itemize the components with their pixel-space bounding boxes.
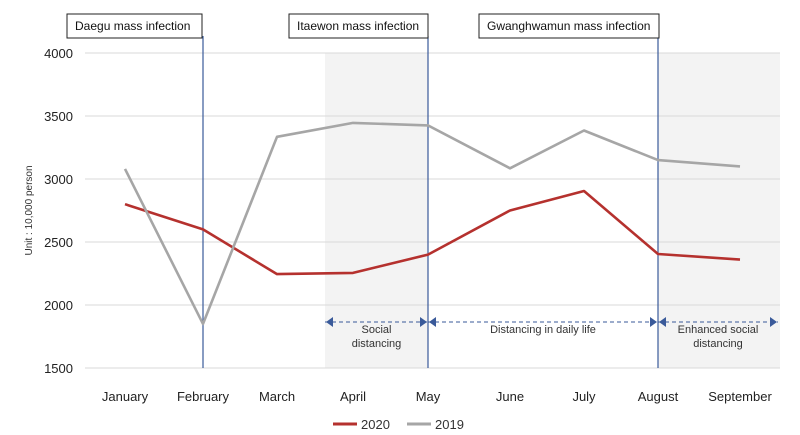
y-tick-label: 1500 — [44, 361, 73, 376]
x-tick-label: June — [496, 389, 524, 404]
y-axis-label: Unit : 10,000 person — [24, 165, 35, 255]
event-lines — [202, 36, 659, 368]
y-tick-label: 2000 — [44, 298, 73, 313]
phase-shading — [325, 53, 780, 368]
phase-arrowhead — [420, 317, 427, 327]
event-box — [66, 13, 203, 39]
event-boxes: Daegu mass infection Itaewon mass infecti… — [66, 13, 660, 39]
y-tick-label: 3500 — [44, 109, 73, 124]
phase-shade — [658, 53, 780, 368]
phase-label: Social — [362, 324, 392, 336]
legend: 2020 2019 — [333, 417, 464, 432]
gridlines — [85, 52, 780, 369]
x-tick-label: August — [638, 389, 679, 404]
x-tick-label: January — [102, 389, 149, 404]
y-tick-label: 2500 — [44, 235, 73, 250]
phase-shade — [325, 53, 428, 368]
phase-label: Distancing in daily life — [490, 324, 596, 336]
x-tick-label: May — [416, 389, 441, 404]
legend-label: 2020 — [361, 417, 390, 432]
phase-arrowhead — [326, 317, 333, 327]
y-tick-label: 3000 — [44, 172, 73, 187]
phase-arrowhead — [659, 317, 666, 327]
event-box — [478, 13, 660, 39]
phase-label: Enhanced social — [678, 324, 759, 336]
y-axis-ticks: 1500 2000 2500 3000 3500 4000 — [44, 46, 73, 376]
phase-arrowhead — [770, 317, 777, 327]
x-tick-label: April — [340, 389, 366, 404]
series-line-2020 — [124, 189, 741, 276]
series-lines — [123, 121, 741, 326]
series-line-2019 — [123, 121, 741, 326]
x-tick-label: March — [259, 389, 295, 404]
event-label: Itaewon mass infection — [297, 19, 419, 33]
x-axis-ticks: January February March April May June July Augu… — [102, 389, 773, 404]
x-tick-label: September — [708, 389, 772, 404]
y-tick-label: 4000 — [44, 46, 73, 61]
event-label: Daegu mass infection — [75, 19, 190, 33]
phase-arrowhead — [650, 317, 657, 327]
x-tick-label: February — [177, 389, 230, 404]
x-tick-label: July — [572, 389, 596, 404]
phase-arrows: Social distancing Distancing in daily life… — [325, 317, 778, 350]
event-label: Gwanghwamun mass infection — [487, 19, 650, 33]
legend-label: 2019 — [435, 417, 464, 432]
phase-label: distancing — [693, 338, 743, 350]
phase-label: distancing — [352, 338, 402, 350]
event-box — [288, 13, 429, 39]
phase-arrowhead — [429, 317, 436, 327]
